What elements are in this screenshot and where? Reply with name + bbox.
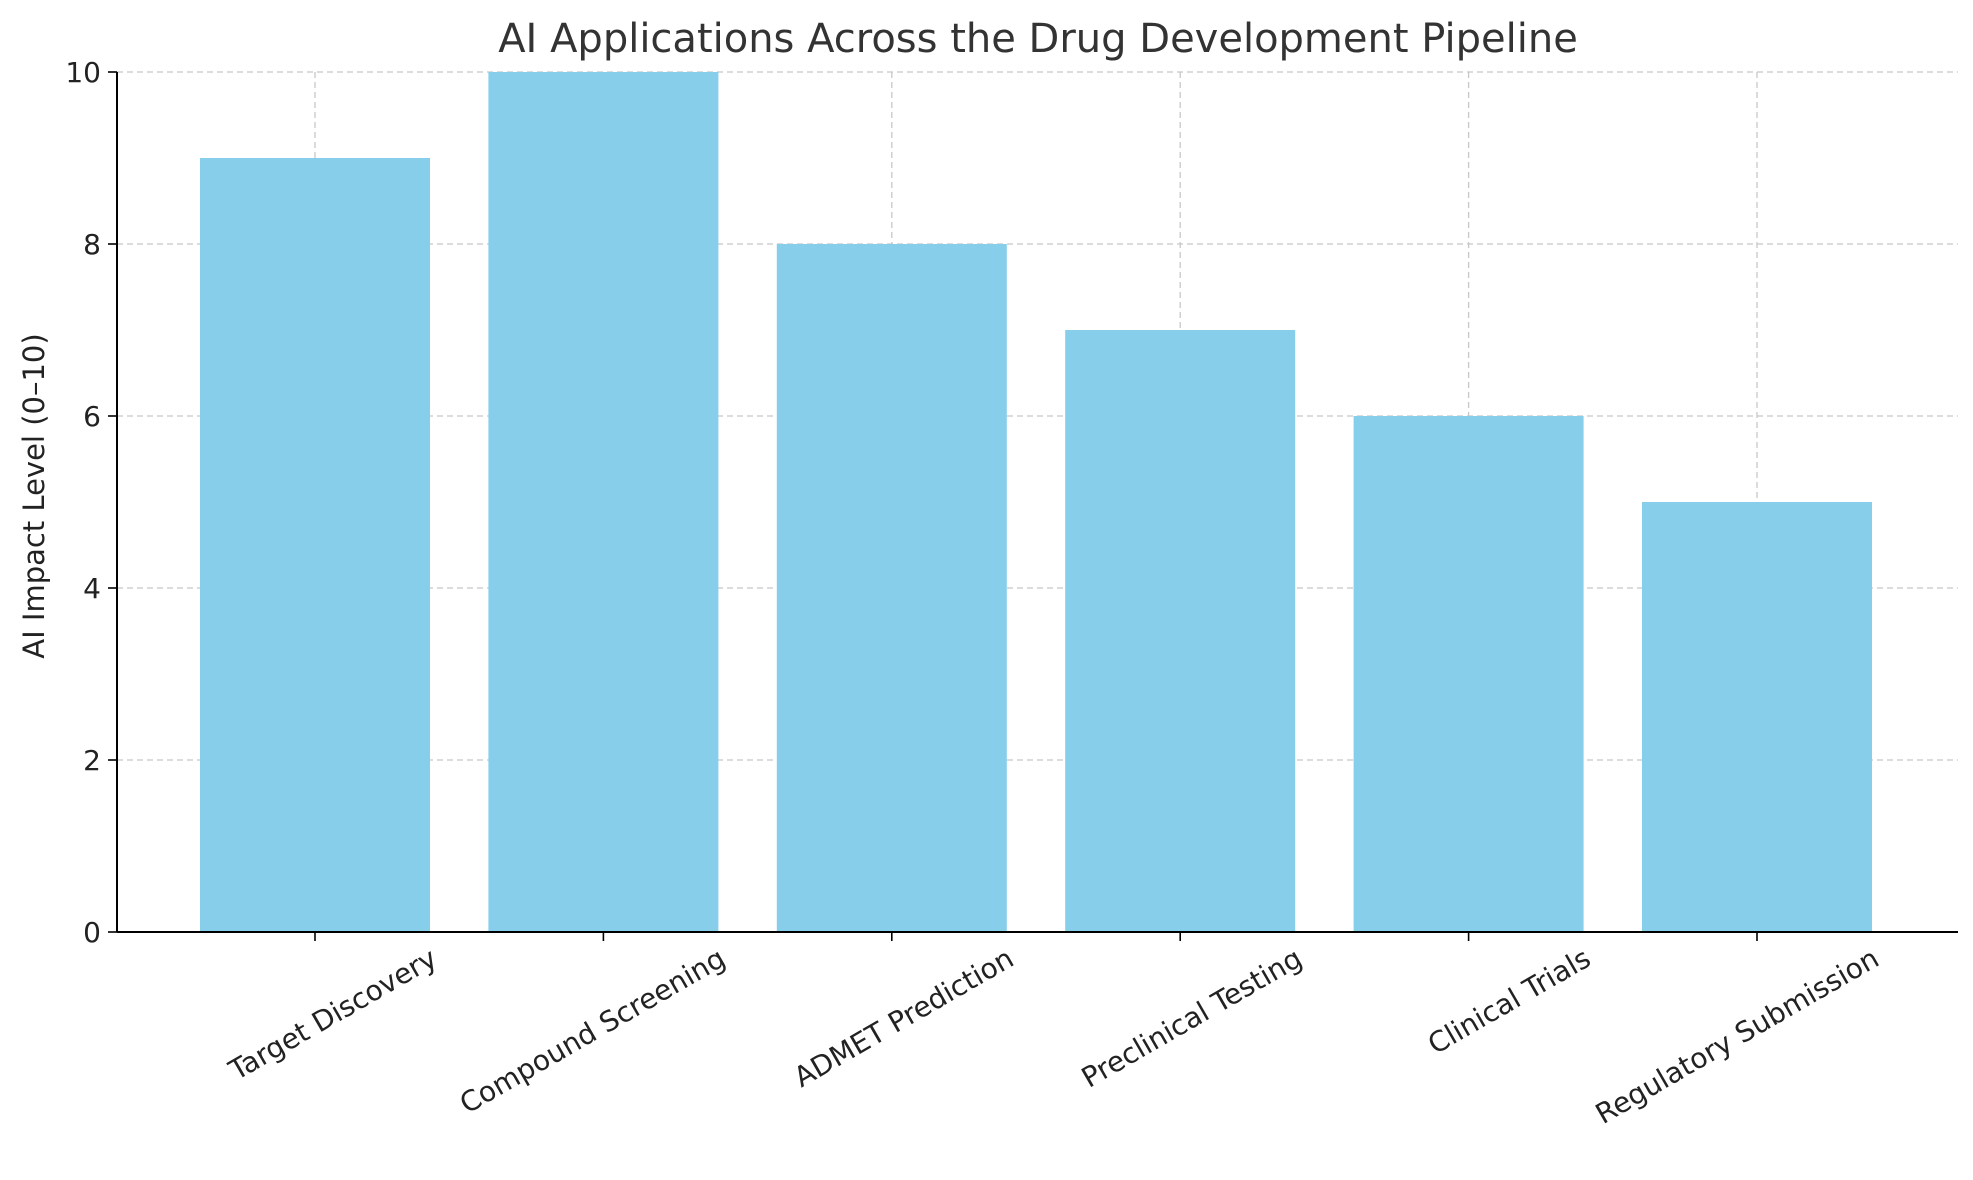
- x-tick-label: Compound Screening: [454, 941, 731, 1120]
- bar-preclinical-testing: [1065, 330, 1296, 932]
- x-tick-label: Target Discovery: [223, 941, 443, 1087]
- bar-admet-prediction: [776, 244, 1007, 932]
- x-tick-label: Regulatory Submission: [1590, 941, 1885, 1130]
- x-tick-label: Clinical Trials: [1422, 941, 1596, 1060]
- x-tick-label: Preclinical Testing: [1076, 941, 1308, 1094]
- chart-title: AI Applications Across the Drug Developm…: [498, 16, 1578, 62]
- bars: [200, 72, 1872, 932]
- y-tick-label: 10: [65, 56, 101, 89]
- bar-target-discovery: [200, 158, 430, 932]
- x-tick-label: ADMET Prediction: [788, 941, 1019, 1093]
- y-tick-label: 2: [83, 744, 101, 777]
- axes: [108, 71, 1958, 941]
- bar-compound-screening: [488, 72, 719, 932]
- y-tick-label: 8: [83, 228, 101, 261]
- y-axis-label: AI Impact Level (0–10): [17, 333, 51, 658]
- y-tick-label: 0: [83, 916, 101, 949]
- bar-clinical-trials: [1353, 416, 1584, 932]
- y-tick-label: 6: [83, 400, 101, 433]
- bar-regulatory-submission: [1642, 502, 1872, 932]
- y-tick-label: 4: [83, 572, 101, 605]
